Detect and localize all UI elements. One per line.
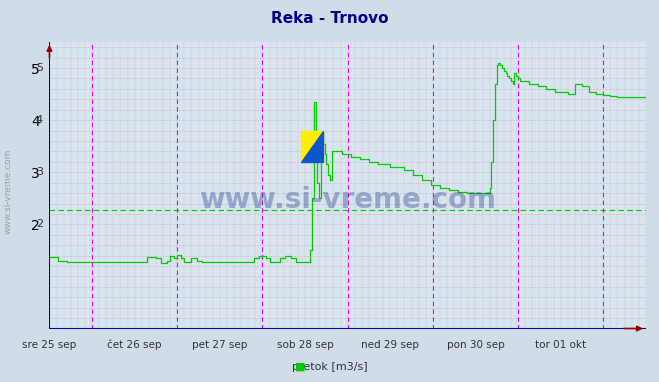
Text: 4: 4 (36, 115, 43, 125)
Text: 2: 2 (36, 219, 43, 229)
Text: ned 29 sep: ned 29 sep (361, 340, 419, 350)
Text: www.si-vreme.com: www.si-vreme.com (199, 186, 496, 214)
Polygon shape (301, 131, 323, 162)
Bar (301, 131, 323, 162)
Text: 5: 5 (36, 63, 43, 73)
Text: www.si-vreme.com: www.si-vreme.com (3, 148, 13, 234)
Text: pretok [m3/s]: pretok [m3/s] (292, 363, 367, 372)
Text: ■: ■ (295, 361, 305, 371)
Text: pon 30 sep: pon 30 sep (447, 340, 504, 350)
Text: sre 25 sep: sre 25 sep (22, 340, 76, 350)
Text: sob 28 sep: sob 28 sep (277, 340, 333, 350)
Text: čet 26 sep: čet 26 sep (107, 340, 162, 350)
Text: Reka - Trnovo: Reka - Trnovo (271, 11, 388, 26)
Text: tor 01 okt: tor 01 okt (535, 340, 587, 350)
Text: 3: 3 (36, 167, 43, 177)
Text: pet 27 sep: pet 27 sep (192, 340, 248, 350)
